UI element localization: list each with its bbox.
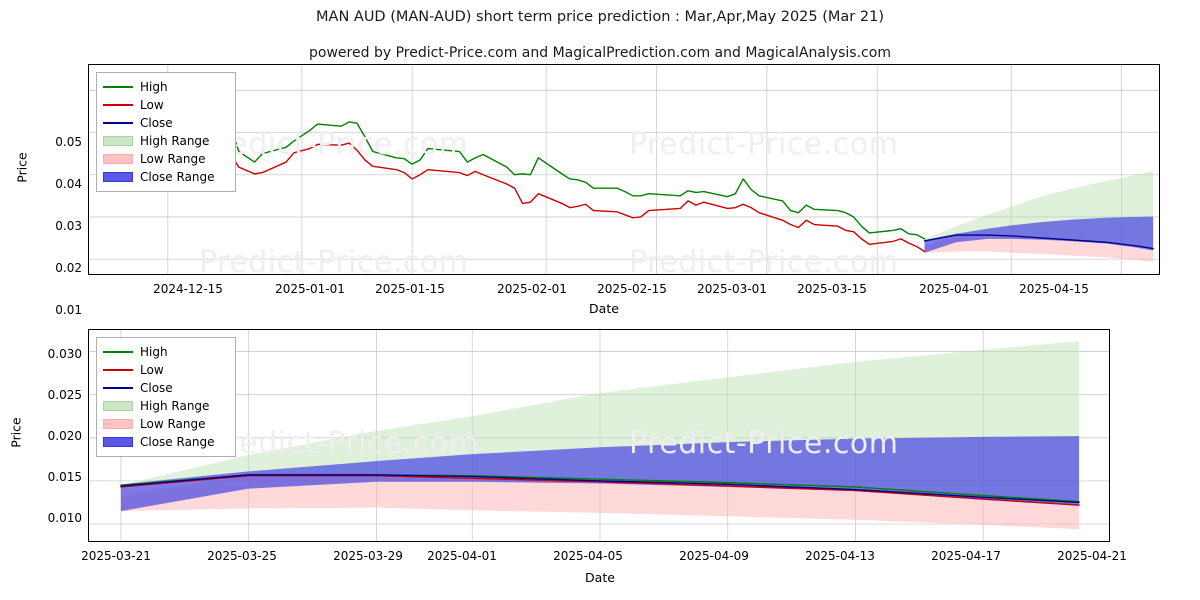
y-tick-label: 0.010	[47, 511, 82, 525]
legend-key-low-range	[103, 153, 133, 165]
x-tick-label: 2025-01-01	[275, 282, 345, 296]
legend-label-low-range: Low Range	[140, 152, 206, 166]
y-tick-label: 0.020	[47, 429, 82, 443]
legend-label-high: High	[140, 345, 168, 359]
legend-key-low	[103, 99, 133, 111]
legend-item-high-range: High Range	[103, 397, 227, 415]
y-tick-label: 0.025	[47, 388, 82, 402]
x-tick-label: 2025-01-15	[375, 282, 445, 296]
legend-key-close	[103, 117, 133, 129]
watermark-text: Predict-Price.com	[629, 127, 899, 162]
x-tick-label: 2025-02-15	[597, 282, 667, 296]
y-axis-label: Price	[14, 152, 30, 183]
x-axis-label: Date	[585, 570, 615, 585]
legend-item-high: High	[103, 343, 227, 361]
x-tick-label: 2025-03-15	[797, 282, 867, 296]
legend-key-high-range	[103, 135, 133, 147]
legend-item-high-range: High Range	[103, 132, 227, 150]
upper-chart-svg	[89, 65, 1159, 274]
x-tick-label: 2025-03-21	[81, 549, 151, 563]
legend-item-high: High	[103, 78, 227, 96]
y-tick-label: 0.015	[47, 470, 82, 484]
legend-key-high-range	[103, 400, 133, 412]
upper-panel: Predict-Price.com Predict-Price.com Pred…	[0, 60, 1200, 317]
legend-label-low: Low	[140, 363, 164, 377]
legend-key-close	[103, 382, 133, 394]
lower-panel: Predict-Price.com Predict-Price.com 0.01…	[0, 325, 1200, 600]
legend-key-high	[103, 346, 133, 358]
legend-item-close: Close	[103, 114, 227, 132]
y-tick-label: 0.05	[55, 135, 82, 149]
legend-item-low: Low	[103, 361, 227, 379]
legend-label-low-range: Low Range	[140, 417, 206, 431]
x-tick-label: 2025-04-15	[1019, 282, 1089, 296]
x-axis-label: Date	[589, 301, 619, 316]
x-tick-label: 2025-04-21	[1057, 549, 1127, 563]
x-tick-label: 2025-03-01	[697, 282, 767, 296]
page-subtitle: powered by Predict-Price.com and Magical…	[309, 45, 891, 61]
legend-item-close-range: Close Range	[103, 168, 227, 186]
legend-label-close-range: Close Range	[140, 170, 215, 184]
legend-label-high-range: High Range	[140, 134, 210, 148]
legend-key-low	[103, 364, 133, 376]
legend-item-low-range: Low Range	[103, 150, 227, 168]
y-tick-label: 0.030	[47, 347, 82, 361]
x-tick-label: 2025-04-13	[805, 549, 875, 563]
y-tick-label: 0.03	[55, 219, 82, 233]
lower-chart-svg	[89, 330, 1109, 541]
legend-key-high	[103, 81, 133, 93]
watermark-text: Predict-Price.com	[629, 426, 899, 461]
x-tick-label: 2025-04-09	[679, 549, 749, 563]
legend-item-close-range: Close Range	[103, 433, 227, 451]
legend-label-close: Close	[140, 116, 173, 130]
upper-legend: High Low Close High Range Low Range Clos…	[96, 72, 236, 192]
legend-label-high-range: High Range	[140, 399, 210, 413]
x-tick-label: 2025-02-01	[497, 282, 567, 296]
legend-label-high: High	[140, 80, 168, 94]
legend-key-close-range	[103, 171, 133, 183]
upper-plot-area: Predict-Price.com Predict-Price.com Pred…	[88, 64, 1160, 275]
y-tick-label: 0.04	[55, 177, 82, 191]
legend-key-low-range	[103, 418, 133, 430]
x-tick-label: 2025-04-01	[919, 282, 989, 296]
lower-plot-area: Predict-Price.com Predict-Price.com	[88, 329, 1110, 542]
legend-item-low-range: Low Range	[103, 415, 227, 433]
x-tick-label: 2025-04-05	[553, 549, 623, 563]
legend-item-close: Close	[103, 379, 227, 397]
legend-label-close: Close	[140, 381, 173, 395]
legend-key-close-range	[103, 436, 133, 448]
x-tick-label: 2025-04-01	[427, 549, 497, 563]
y-axis-label: Price	[8, 417, 24, 448]
y-tick-label: 0.02	[55, 261, 82, 275]
x-tick-label: 2025-03-29	[333, 549, 403, 563]
watermark-text: Predict-Price.com	[209, 426, 479, 461]
legend-label-close-range: Close Range	[140, 435, 215, 449]
legend-item-low: Low	[103, 96, 227, 114]
watermark-text: Predict-Price.com	[629, 245, 899, 275]
x-tick-label: 2025-03-25	[207, 549, 277, 563]
lower-legend: High Low Close High Range Low Range Clos…	[96, 337, 236, 457]
x-tick-label: 2025-04-17	[931, 549, 1001, 563]
page-title: MAN AUD (MAN-AUD) short term price predi…	[316, 9, 884, 25]
legend-label-low: Low	[140, 98, 164, 112]
y-tick-label: 0.01	[55, 303, 82, 317]
watermark-text: Predict-Price.com	[199, 127, 469, 162]
x-tick-label: 2024-12-15	[153, 282, 223, 296]
watermark-text: Predict-Price.com	[199, 245, 469, 275]
